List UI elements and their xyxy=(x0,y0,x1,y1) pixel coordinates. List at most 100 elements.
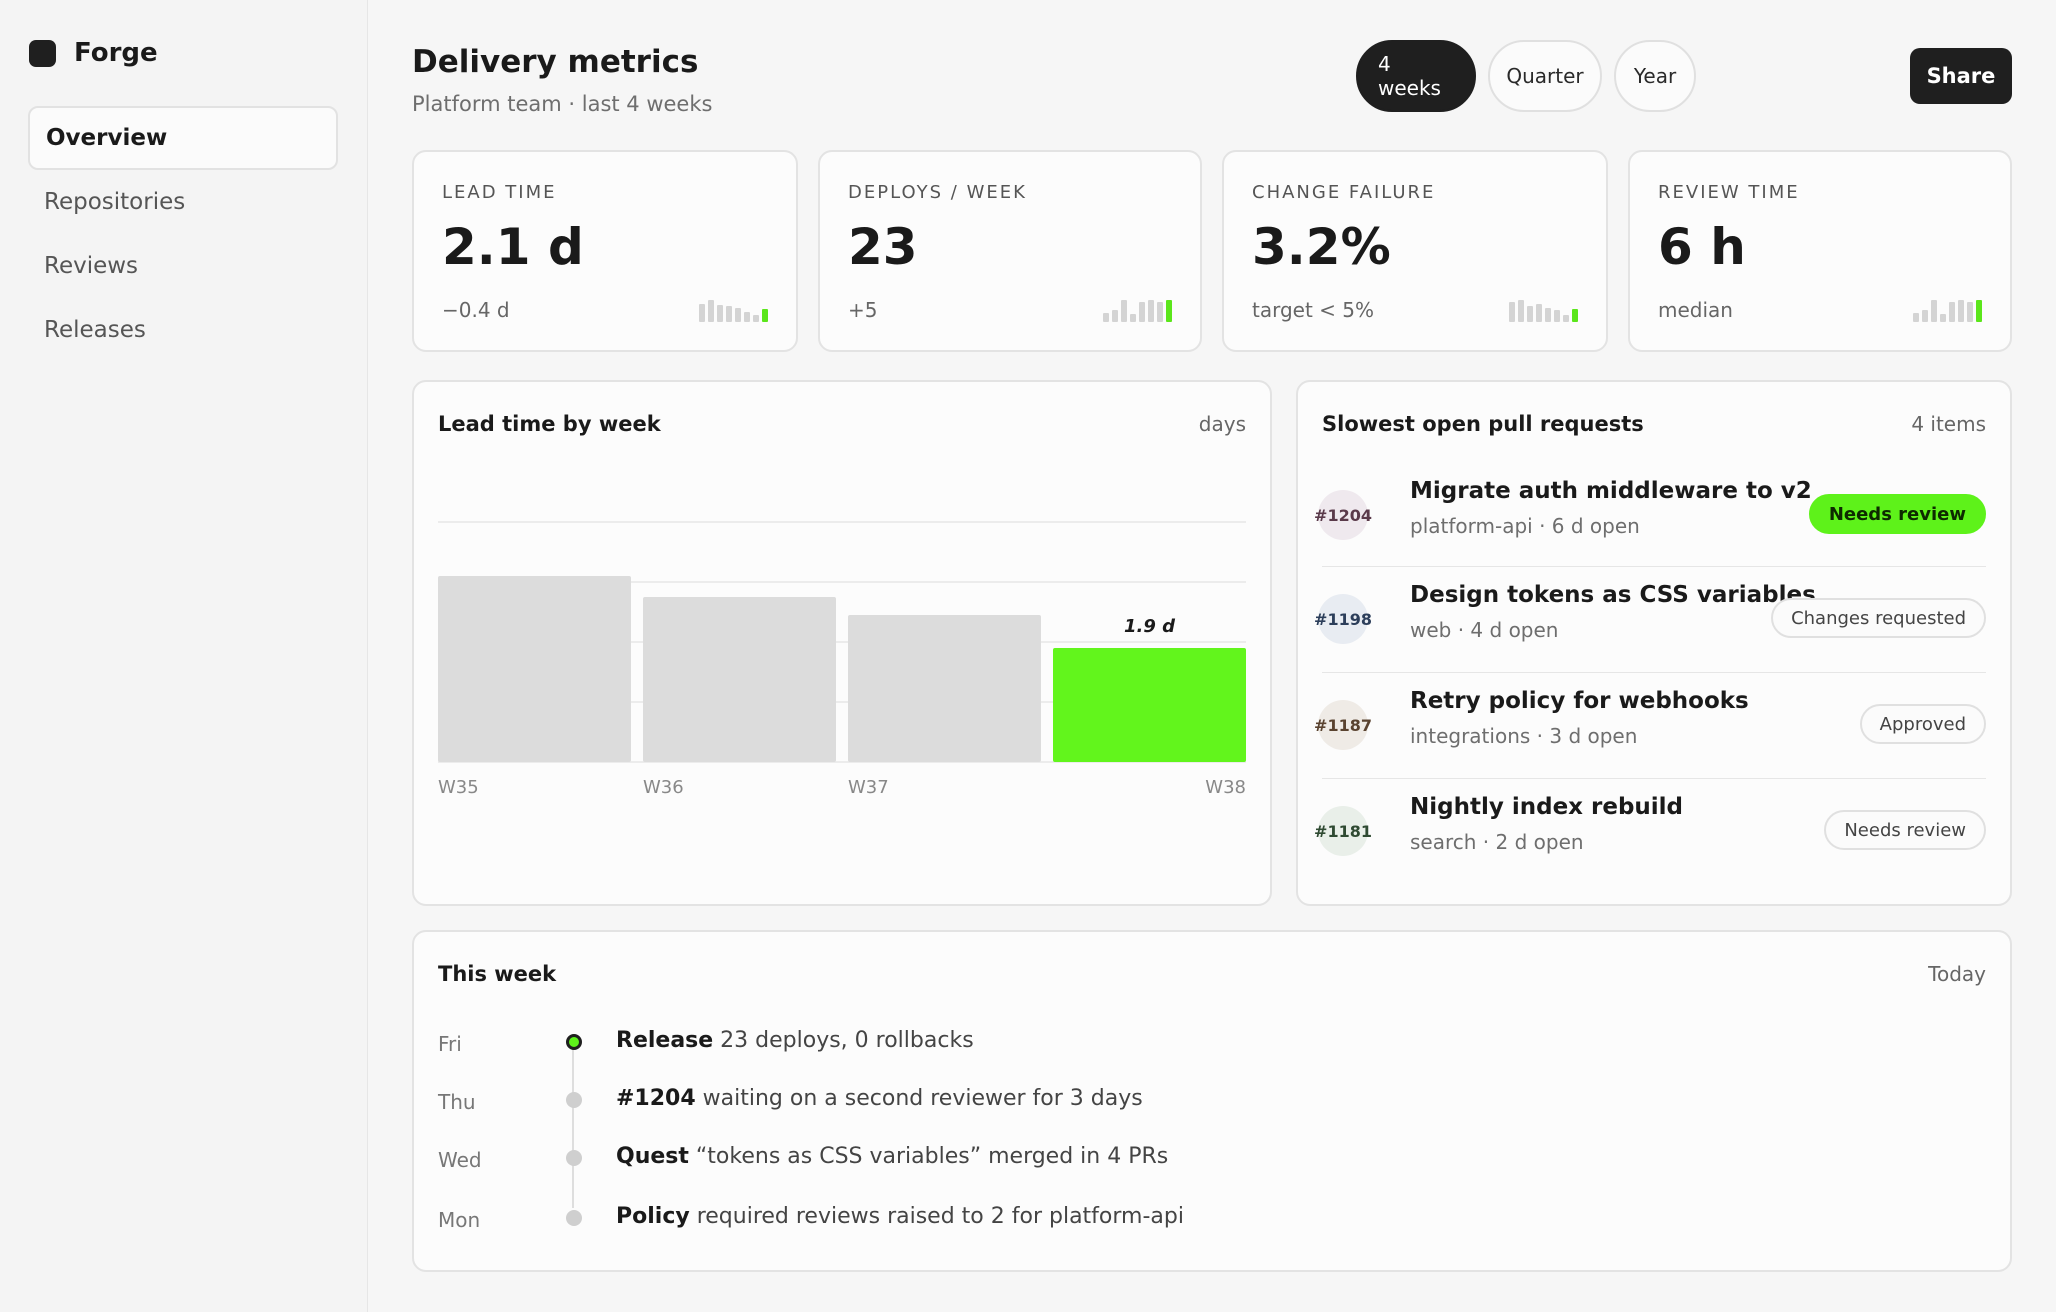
data-label: 1.9 d xyxy=(1124,616,1176,637)
stat-label: LEAD TIME xyxy=(442,182,557,203)
sidebar-item-label: Overview xyxy=(46,125,168,151)
spark-bar xyxy=(708,300,714,322)
timeline-event-type: Quest xyxy=(616,1144,689,1169)
pr-status-badge: Needs review xyxy=(1808,494,1986,534)
spark-bar xyxy=(1518,300,1524,322)
spark-bar xyxy=(1913,313,1919,322)
stat-value: 3.2% xyxy=(1252,218,1391,276)
logo-icon xyxy=(29,39,56,67)
stat-label: DEPLOYS / WEEK xyxy=(848,182,1027,203)
spark-bar xyxy=(1130,314,1136,322)
bar-w35[interactable] xyxy=(438,576,631,762)
spark-bar xyxy=(1121,300,1127,322)
timeline-event-detail: 23 deploys, 0 rollbacks xyxy=(713,1028,974,1053)
pr-title: Nightly index rebuild xyxy=(1410,794,1684,820)
divider xyxy=(1322,672,1986,673)
timeline-text: Policy required reviews raised to 2 for … xyxy=(616,1204,1184,1229)
stat-label: REVIEW TIME xyxy=(1658,182,1800,203)
sparkline xyxy=(699,296,768,322)
bar-w37[interactable] xyxy=(848,615,1041,762)
pr-meta: web · 4 d open xyxy=(1410,618,1559,642)
sidebar-item-reviews[interactable]: Reviews xyxy=(28,234,338,298)
pr-meta: search · 2 d open xyxy=(1410,830,1584,854)
stat-value: 23 xyxy=(848,218,918,276)
prs-count: 4 items xyxy=(1911,412,1986,436)
app-name: Forge xyxy=(74,38,158,68)
page-title: Delivery metrics xyxy=(412,44,699,80)
stat-card-review-time[interactable]: REVIEW TIME 6 h median xyxy=(1628,150,2012,352)
stat-delta: +5 xyxy=(848,298,878,322)
spark-bar xyxy=(1545,308,1551,322)
timeline-day: Wed xyxy=(438,1148,482,1172)
spark-bar xyxy=(1940,314,1946,322)
sidebar-item-label: Releases xyxy=(44,317,146,343)
pr-number-avatar: #1198 xyxy=(1314,594,1372,644)
pr-status-badge: Approved xyxy=(1859,704,1986,744)
spark-bar xyxy=(1931,300,1937,322)
spark-bar xyxy=(1949,302,1955,322)
stat-delta: −0.4 d xyxy=(442,298,510,322)
pr-row[interactable]: #1204 Migrate auth middleware to v2 plat… xyxy=(1314,464,1986,569)
timeline-item[interactable]: Mon Policy required reviews raised to 2 … xyxy=(438,1204,1986,1244)
spark-bar xyxy=(753,315,759,322)
timeline-item[interactable]: Thu #1204 waiting on a second reviewer f… xyxy=(438,1086,1986,1126)
brand[interactable]: Forge xyxy=(29,38,158,68)
stat-card-lead-time[interactable]: LEAD TIME 2.1 d −0.4 d xyxy=(412,150,798,352)
page-subtitle: Platform team · last 4 weeks xyxy=(412,92,713,116)
chart-unit-label: days xyxy=(1198,412,1246,436)
range-year-button[interactable]: Year xyxy=(1614,40,1696,112)
stat-card-change-failure[interactable]: CHANGE FAILURE 3.2% target < 5% xyxy=(1222,150,1608,352)
x-tick-label: W35 xyxy=(438,777,479,798)
spark-bar xyxy=(1922,310,1928,322)
pr-row[interactable]: #1187 Retry policy for webhooks integrat… xyxy=(1314,674,1986,779)
spark-bar xyxy=(1139,302,1145,322)
sidebar-item-repositories[interactable]: Repositories xyxy=(28,170,338,234)
timeline-event-type: #1204 xyxy=(616,1086,696,1111)
pr-row[interactable]: #1181 Nightly index rebuild search · 2 d… xyxy=(1314,780,1986,885)
timeline-rail xyxy=(572,1038,574,1208)
pr-number-avatar: #1204 xyxy=(1314,490,1372,540)
chart-title: Lead time by week xyxy=(438,412,661,436)
spark-bar xyxy=(735,308,741,322)
range-quarter-button[interactable]: Quarter xyxy=(1488,40,1602,112)
prs-title: Slowest open pull requests xyxy=(1322,412,1644,436)
spark-bar xyxy=(1976,300,1982,322)
lead-time-chart-panel: Lead time by week days W35 W36 W37 W38 1.9 d xyxy=(412,380,1272,906)
timeline-item[interactable]: Fri Release 23 deploys, 0 rollbacks xyxy=(438,1028,1986,1068)
bar-w36[interactable] xyxy=(643,597,836,762)
spark-bar xyxy=(1967,302,1973,322)
spark-bar xyxy=(1509,302,1515,322)
sidebar-item-label: Repositories xyxy=(44,189,186,215)
range-selector: 4 weeks Quarter Year xyxy=(1356,40,1696,112)
timeline-event-detail: required reviews raised to 2 for platfor… xyxy=(689,1204,1184,1229)
timeline-day: Thu xyxy=(438,1090,476,1114)
spark-bar xyxy=(1536,304,1542,322)
stat-note: median xyxy=(1658,298,1733,322)
divider xyxy=(1322,566,1986,567)
timeline-text: Quest “tokens as CSS variables” merged i… xyxy=(616,1144,1168,1169)
spark-bar xyxy=(762,309,768,322)
this-week-panel: This week Today Fri Release 23 deploys, … xyxy=(412,930,2012,1272)
divider xyxy=(1322,778,1986,779)
spark-bar xyxy=(1554,310,1560,322)
timeline-day: Mon xyxy=(438,1208,481,1232)
spark-bar xyxy=(1958,300,1964,322)
stat-value: 6 h xyxy=(1658,218,1746,276)
x-tick-label: W36 xyxy=(643,777,684,798)
spark-bar xyxy=(1166,300,1172,322)
sidebar-item-overview[interactable]: Overview xyxy=(28,106,338,170)
range-4-weeks-button[interactable]: 4 weeks xyxy=(1356,40,1476,112)
share-button[interactable]: Share xyxy=(1910,48,2012,104)
bar-w38[interactable] xyxy=(1053,648,1246,762)
sidebar-item-releases[interactable]: Releases xyxy=(28,298,338,362)
timeline-text: #1204 waiting on a second reviewer for 3… xyxy=(616,1086,1143,1111)
pr-title: Migrate auth middleware to v2 xyxy=(1410,478,1812,504)
spark-bar xyxy=(1103,313,1109,322)
pr-row[interactable]: #1198 Design tokens as CSS variables web… xyxy=(1314,568,1986,673)
pr-title: Design tokens as CSS variables xyxy=(1410,582,1816,608)
timeline-item[interactable]: Wed Quest “tokens as CSS variables” merg… xyxy=(438,1144,1986,1184)
spark-bar xyxy=(717,305,723,322)
stat-card-deploys[interactable]: DEPLOYS / WEEK 23 +5 xyxy=(818,150,1202,352)
pr-title: Retry policy for webhooks xyxy=(1410,688,1749,714)
x-tick-label: W37 xyxy=(848,777,889,798)
